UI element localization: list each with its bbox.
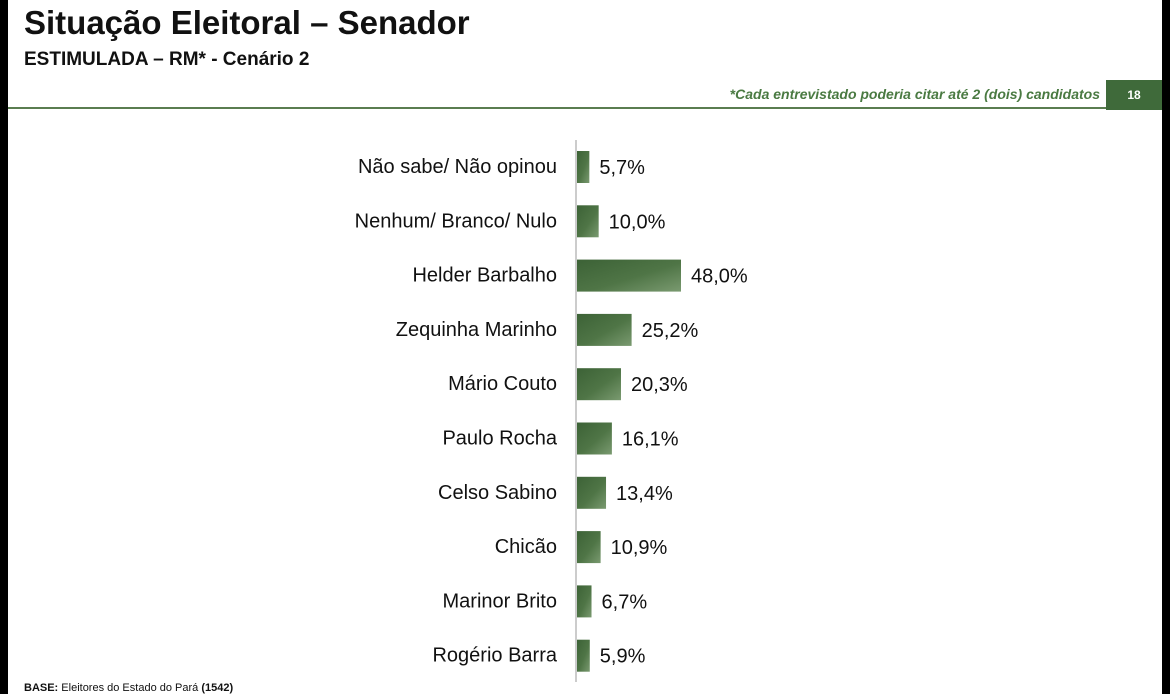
value-label: 6,7% (602, 591, 648, 613)
slide: Situação Eleitoral – Senador ESTIMULADA … (8, 0, 1162, 694)
bar (577, 585, 592, 618)
category-label: Rogério Barra (432, 645, 557, 667)
bar (577, 422, 612, 455)
base-count: (1542) (201, 682, 234, 694)
base-text: Eleitores do Estado do Pará (58, 682, 202, 694)
page-number-badge: 18 (1106, 80, 1162, 110)
category-label: Não sabe/ Não opinou (358, 156, 557, 178)
category-label: Paulo Rocha (442, 428, 557, 450)
bar (577, 205, 599, 238)
value-label: 48,0% (691, 266, 748, 288)
bar (577, 151, 590, 183)
bar (577, 313, 632, 346)
value-label: 25,2% (642, 320, 699, 342)
category-label: Chicão (495, 536, 557, 558)
bar (577, 639, 590, 672)
category-label: Celso Sabino (438, 482, 557, 504)
category-label: Marinor Brito (443, 590, 557, 612)
base-footnote: BASE: Eleitores do Estado do Pará (1542) (24, 682, 233, 694)
value-label: 10,9% (611, 537, 668, 559)
value-label: 10,0% (609, 211, 666, 233)
category-label: Mário Couto (448, 373, 557, 395)
base-label: BASE: (24, 682, 59, 694)
page-number: 18 (1127, 88, 1141, 102)
value-label: 5,7% (599, 157, 645, 179)
value-label: 16,1% (622, 429, 679, 451)
value-label: 20,3% (631, 374, 688, 396)
bar-chart: Não sabe/ Não opinou 5,7% Nenhum/ Branco/ … (355, 140, 748, 682)
page-subtitle: ESTIMULADA – RM* - Cenário 2 (24, 49, 310, 70)
bar (577, 476, 607, 509)
category-label: Zequinha Marinho (396, 319, 557, 341)
bar (577, 531, 601, 564)
page-title: Situação Eleitoral – Senador (24, 4, 470, 41)
header-divider (8, 107, 1108, 109)
bars-layer: Não sabe/ Não opinou 5,7% Nenhum/ Branco/ … (355, 151, 748, 672)
footnote-note: *Cada entrevistado poderia citar até 2 (… (729, 86, 1100, 102)
bar (577, 259, 681, 292)
value-label: 5,9% (600, 646, 646, 668)
category-label: Nenhum/ Branco/ Nulo (355, 210, 557, 232)
value-label: 13,4% (616, 483, 673, 505)
bar (577, 368, 621, 401)
category-label: Helder Barbalho (412, 265, 557, 287)
